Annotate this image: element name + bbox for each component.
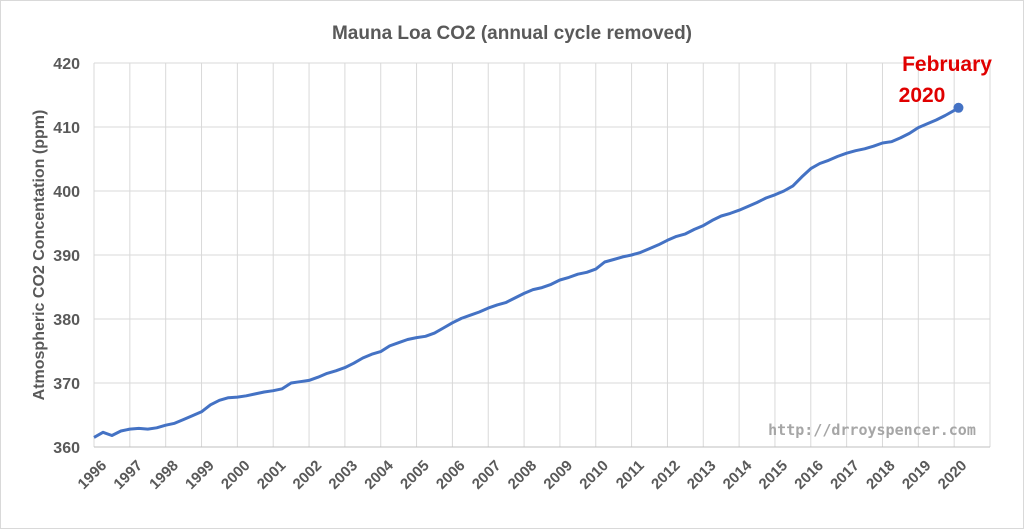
annotation-month: February xyxy=(902,53,992,76)
y-axis-ticks: 360 370 380 390 400 410 420 xyxy=(53,56,80,457)
series-group xyxy=(93,102,964,439)
y-tick-label: 360 xyxy=(53,440,80,457)
watermark-url: http://drroyspencer.com xyxy=(768,421,976,439)
grid xyxy=(93,62,991,448)
y-tick-label: 410 xyxy=(53,120,80,137)
y-tick-label: 390 xyxy=(53,248,80,265)
series-line xyxy=(93,106,960,439)
y-tick-label: 380 xyxy=(53,312,80,329)
chart-title: Mauna Loa CO2 (annual cycle removed) xyxy=(332,23,692,44)
y-tick-label: 370 xyxy=(53,376,80,393)
y-tick-label: 420 xyxy=(53,56,80,73)
x-axis-ticks: 1996 1997 1998 1999 2000 2001 2002 2003 2004 2005… xyxy=(75,457,971,493)
y-tick-label: 400 xyxy=(53,184,80,201)
y-axis-label: Atmospheric CO2 Concentation (ppm) xyxy=(31,110,48,401)
last-point-marker xyxy=(953,102,964,113)
annotation-year: 2020 xyxy=(899,84,946,107)
